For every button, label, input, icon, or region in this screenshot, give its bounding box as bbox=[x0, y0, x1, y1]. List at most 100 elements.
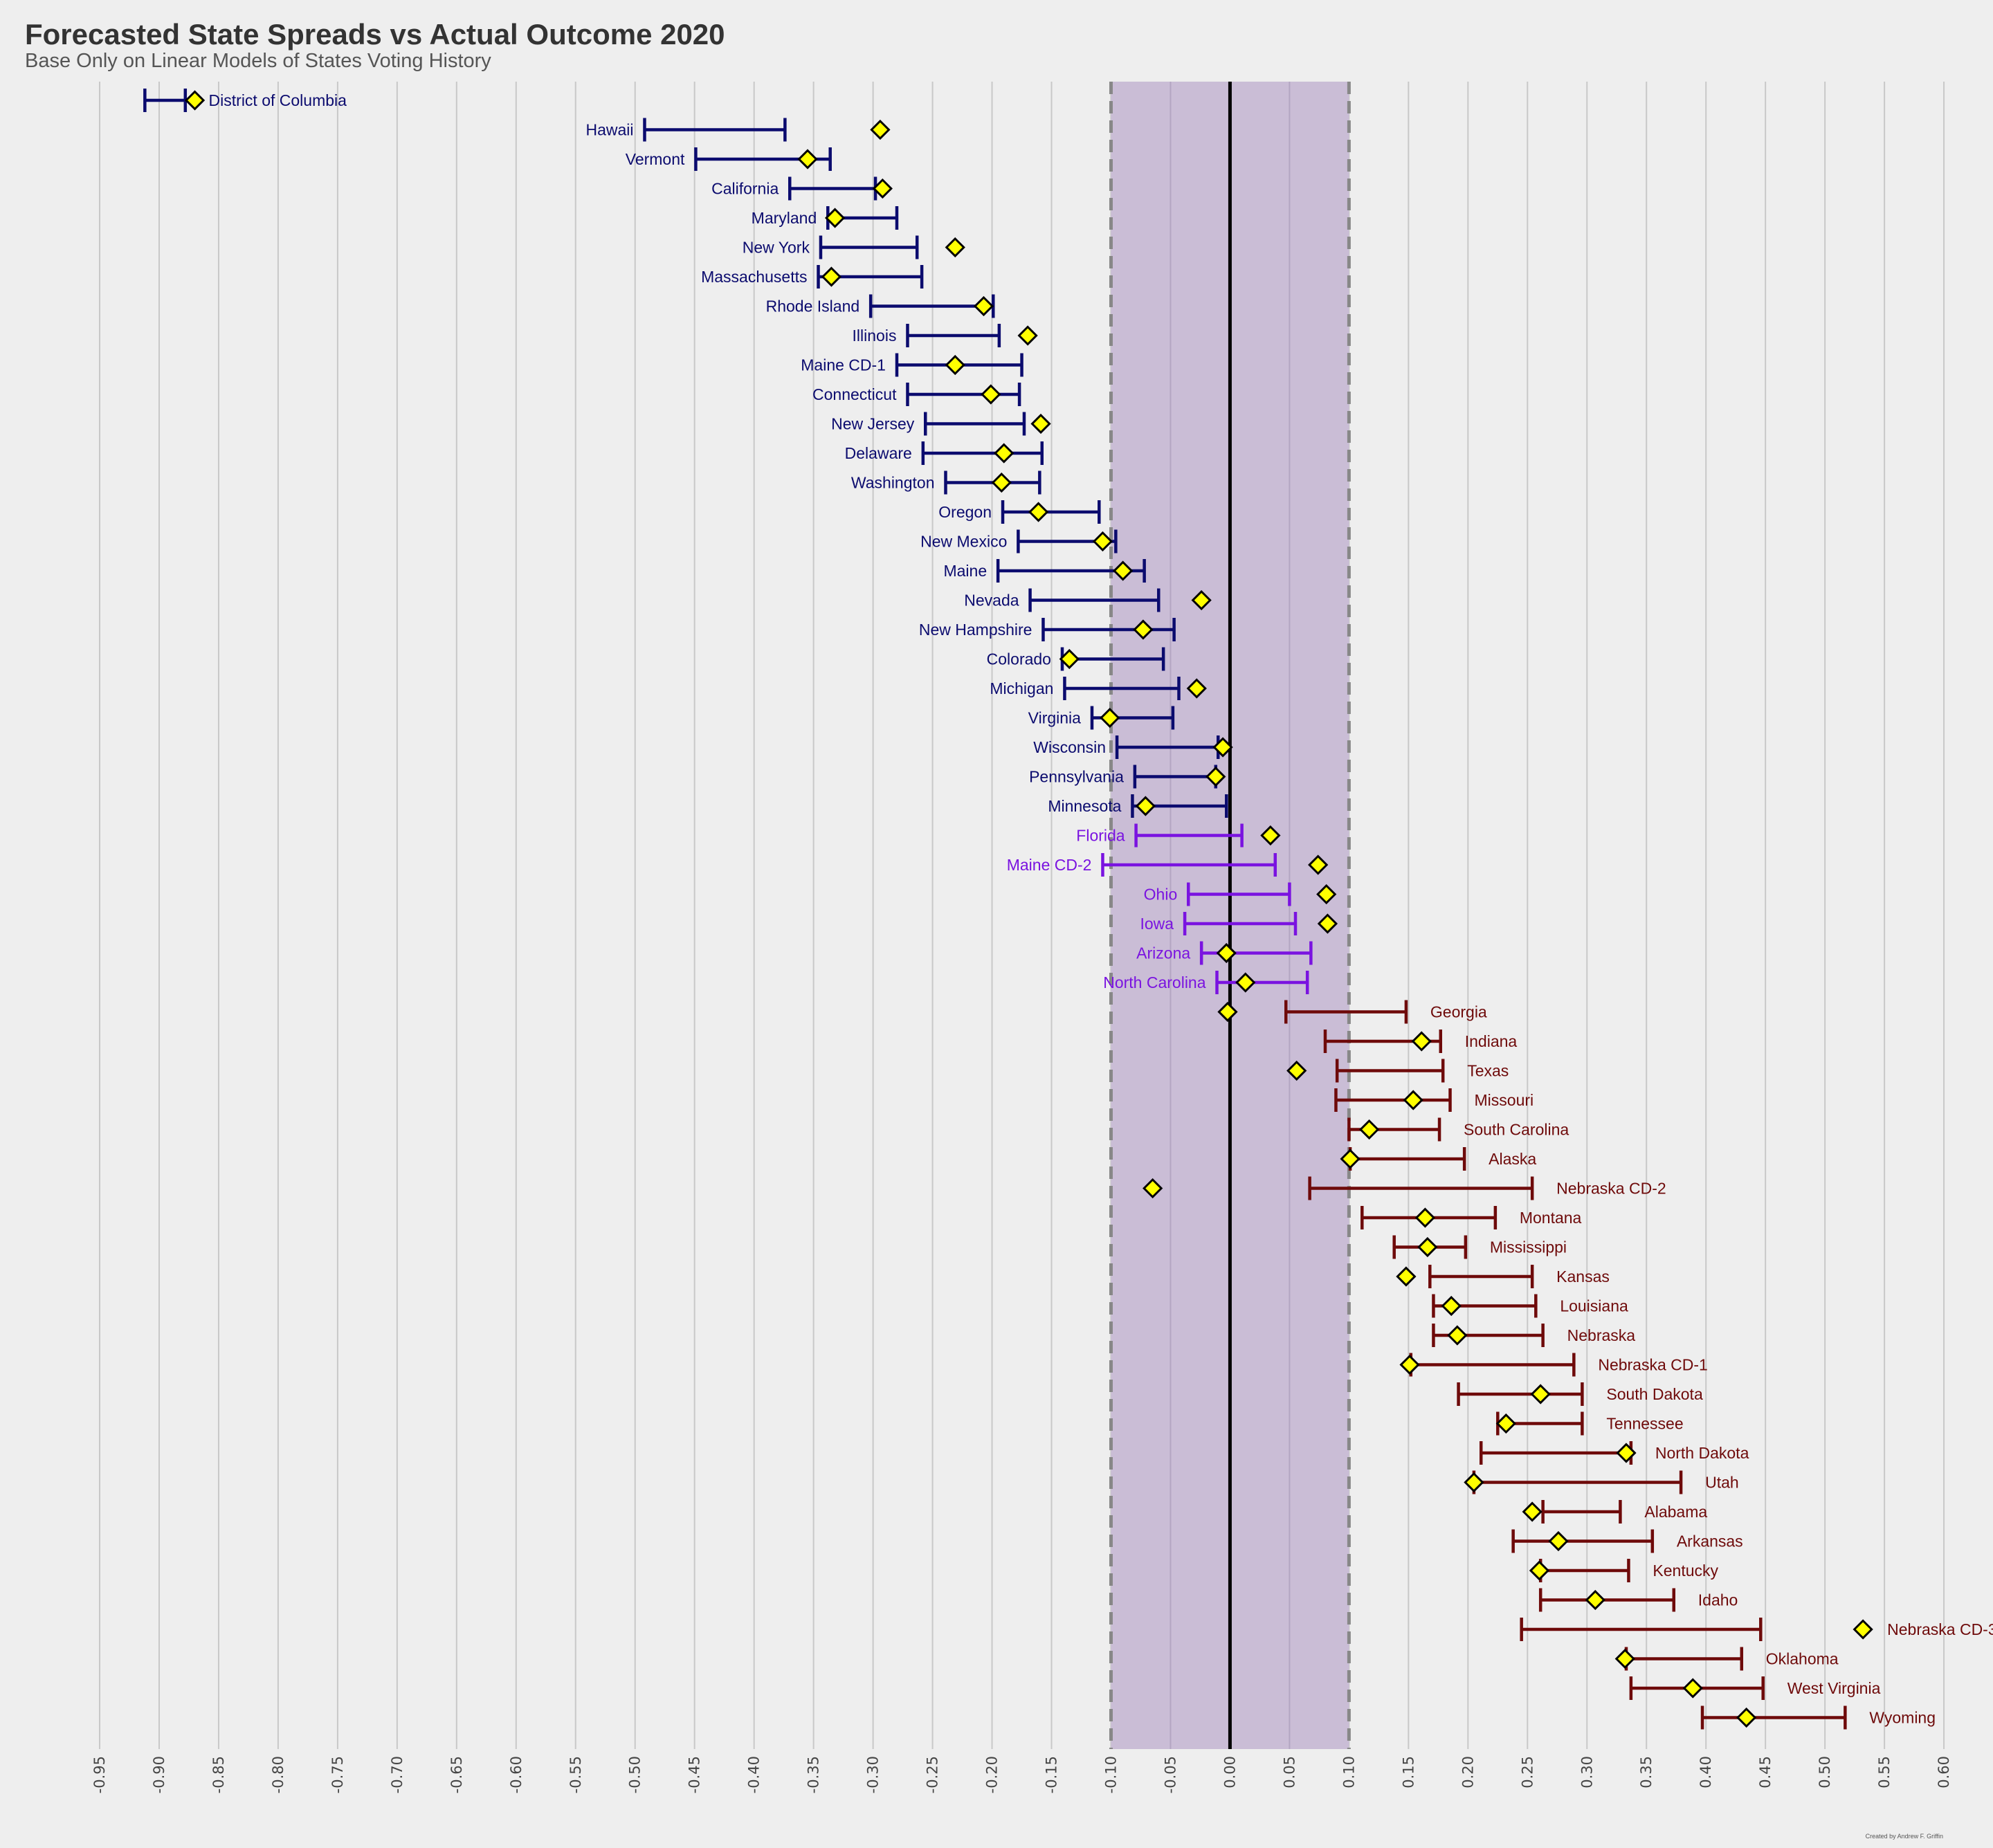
state-label: Iowa bbox=[1140, 915, 1174, 933]
state-label: Arkansas bbox=[1677, 1533, 1743, 1550]
x-tick-label: 0.10 bbox=[1340, 1756, 1357, 1788]
actual-marker bbox=[1143, 1178, 1163, 1199]
state-label: Massachusetts bbox=[701, 268, 807, 286]
state-label: Oklahoma bbox=[1766, 1650, 1839, 1668]
x-tick-label: 0.25 bbox=[1519, 1756, 1536, 1788]
actual-marker bbox=[1399, 1354, 1420, 1375]
state-label: Alabama bbox=[1644, 1503, 1707, 1521]
actual-marker bbox=[1217, 1001, 1238, 1023]
actual-marker bbox=[1191, 589, 1212, 611]
state-label: Florida bbox=[1076, 827, 1125, 845]
state-label: Arizona bbox=[1136, 944, 1190, 962]
state-label: Oregon bbox=[938, 503, 992, 521]
actual-marker bbox=[1030, 413, 1051, 434]
chart-subtitle: Base Only on Linear Models of States Vot… bbox=[25, 50, 491, 72]
actual-marker bbox=[1441, 1295, 1462, 1317]
x-tick-label: 0.40 bbox=[1698, 1756, 1714, 1788]
state-label: Kentucky bbox=[1653, 1562, 1718, 1580]
x-tick-label: -0.05 bbox=[1162, 1756, 1178, 1793]
actual-marker bbox=[945, 354, 965, 376]
actual-marker bbox=[1447, 1325, 1468, 1346]
state-label: New York bbox=[743, 239, 810, 257]
state-label: West Virginia bbox=[1787, 1679, 1881, 1697]
x-tick-label: -0.25 bbox=[925, 1756, 941, 1793]
actual-marker bbox=[184, 90, 206, 111]
state-label: Kansas bbox=[1556, 1268, 1610, 1286]
actual-marker bbox=[1585, 1589, 1605, 1611]
actual-marker bbox=[1522, 1501, 1542, 1522]
state-label: Nevada bbox=[964, 592, 1019, 610]
x-tick-label: 0.20 bbox=[1459, 1756, 1476, 1788]
x-tick-label: 0.00 bbox=[1221, 1756, 1238, 1788]
actual-marker bbox=[1260, 825, 1281, 846]
actual-marker bbox=[973, 295, 994, 317]
actual-marker bbox=[1212, 737, 1233, 758]
actual-marker bbox=[797, 149, 818, 170]
state-label: Idaho bbox=[1698, 1591, 1738, 1609]
x-tick-label: 0.50 bbox=[1817, 1756, 1833, 1788]
x-tick-label: -0.55 bbox=[567, 1756, 584, 1793]
x-tick-label: 0.15 bbox=[1400, 1756, 1417, 1788]
x-tick-label: -0.30 bbox=[865, 1756, 882, 1793]
x-tick-label: -0.40 bbox=[746, 1756, 763, 1793]
x-tick-label: -0.15 bbox=[1044, 1756, 1060, 1793]
state-label: Texas bbox=[1467, 1062, 1509, 1080]
x-tick-label: 0.30 bbox=[1578, 1756, 1595, 1788]
actual-marker bbox=[870, 119, 891, 140]
actual-marker bbox=[1736, 1707, 1757, 1728]
actual-marker bbox=[1529, 1560, 1550, 1581]
state-label: Delaware bbox=[845, 444, 912, 462]
actual-marker bbox=[1548, 1530, 1569, 1552]
actual-marker bbox=[1135, 796, 1156, 816]
state-label: Michigan bbox=[990, 679, 1053, 697]
state-label: Montana bbox=[1520, 1209, 1582, 1227]
actual-marker bbox=[1340, 1149, 1360, 1169]
state-label: Indiana bbox=[1465, 1032, 1518, 1050]
state-label: Vermont bbox=[626, 150, 685, 168]
state-label: Louisiana bbox=[1560, 1297, 1628, 1315]
actual-marker bbox=[991, 472, 1012, 493]
state-label: Alaska bbox=[1489, 1150, 1536, 1168]
x-tick-label: 0.55 bbox=[1876, 1756, 1893, 1788]
chart-title: Forecasted State Spreads vs Actual Outco… bbox=[25, 18, 725, 51]
state-label: Utah bbox=[1705, 1474, 1739, 1492]
actual-marker bbox=[1205, 766, 1226, 787]
state-label: Maine bbox=[943, 562, 987, 580]
actual-marker bbox=[821, 266, 842, 287]
x-tick-label: -0.75 bbox=[329, 1756, 346, 1793]
state-label: Nebraska CD-3 bbox=[1887, 1620, 1993, 1638]
state-label: Maryland bbox=[752, 209, 817, 227]
actual-marker bbox=[1100, 707, 1120, 729]
state-label: South Carolina bbox=[1464, 1121, 1569, 1139]
actual-marker bbox=[1235, 972, 1256, 993]
x-tick-label: -0.90 bbox=[151, 1756, 167, 1793]
x-tick-label: -0.20 bbox=[984, 1756, 1001, 1793]
state-label: Illinois bbox=[853, 327, 897, 345]
actual-marker bbox=[1614, 1648, 1635, 1669]
state-label: District of Columbia bbox=[209, 91, 347, 109]
actual-marker bbox=[1092, 531, 1113, 552]
state-label: Nebraska bbox=[1567, 1326, 1636, 1344]
actual-marker bbox=[1396, 1266, 1417, 1287]
actual-marker bbox=[1682, 1678, 1703, 1699]
actual-marker bbox=[1417, 1236, 1438, 1258]
state-label: Hawaii bbox=[585, 121, 633, 139]
state-label: North Carolina bbox=[1103, 973, 1205, 991]
x-tick-label: -0.70 bbox=[389, 1756, 406, 1793]
actual-markers bbox=[184, 90, 1873, 1728]
actual-marker bbox=[1216, 942, 1237, 964]
state-label: Maine CD-2 bbox=[1007, 856, 1092, 874]
actual-marker bbox=[1286, 1060, 1307, 1081]
actual-marker bbox=[1495, 1413, 1516, 1434]
state-label: Washington bbox=[851, 474, 935, 492]
state-label: Nebraska CD-1 bbox=[1598, 1356, 1708, 1374]
state-label: South Dakota bbox=[1606, 1385, 1703, 1403]
actual-marker bbox=[1317, 913, 1338, 934]
x-tick-label: 0.45 bbox=[1757, 1756, 1774, 1788]
x-tick-label: -0.10 bbox=[1102, 1756, 1119, 1793]
x-tick-label: -0.60 bbox=[508, 1756, 525, 1793]
x-tick-label: -0.65 bbox=[448, 1756, 465, 1793]
actual-marker bbox=[1411, 1031, 1432, 1052]
state-label: California bbox=[711, 180, 779, 198]
